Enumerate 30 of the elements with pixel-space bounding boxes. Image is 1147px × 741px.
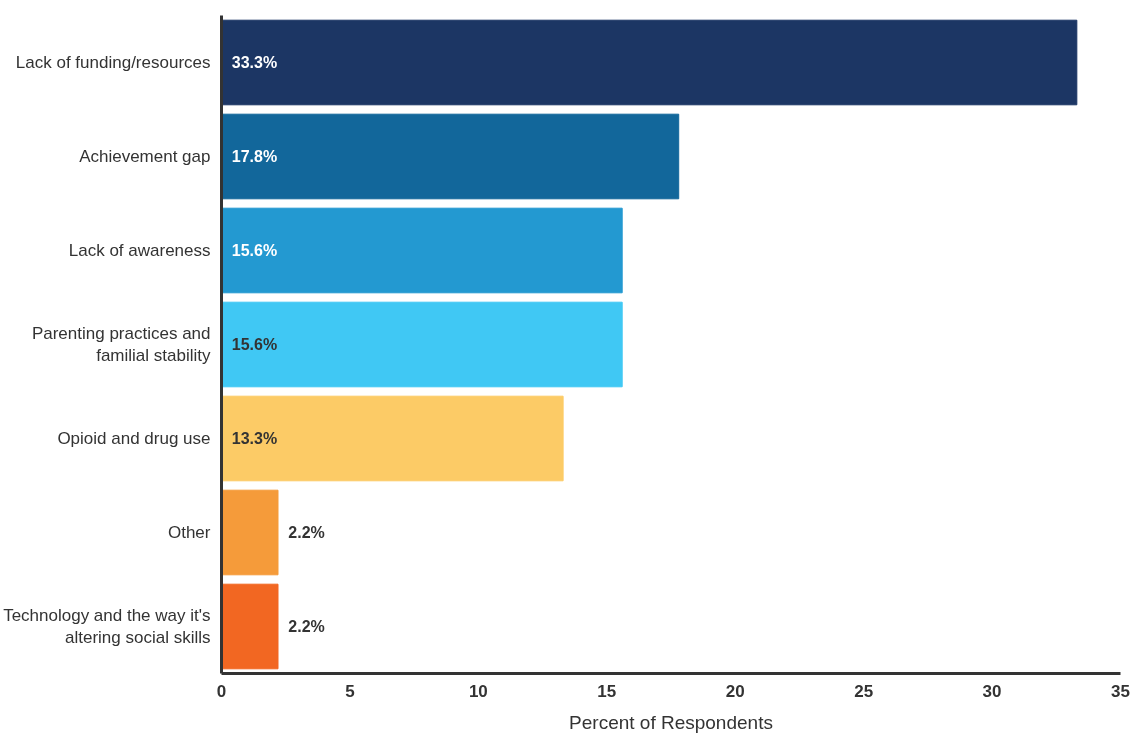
x-tick-label: 35 bbox=[1111, 681, 1130, 701]
bar bbox=[221, 489, 279, 576]
y-tick-label: Lack of funding/resources bbox=[15, 53, 211, 72]
data-label: 13.3% bbox=[231, 430, 278, 447]
y-tick-label: Technology and the way it's altering social skills bbox=[3, 605, 211, 648]
data-label: 33.3% bbox=[231, 54, 278, 71]
bar bbox=[221, 395, 564, 482]
x-tick-label: 0 bbox=[216, 681, 227, 701]
x-tick-label: 15 bbox=[597, 681, 617, 701]
x-tick-label: 25 bbox=[854, 681, 874, 701]
data-label: 17.8% bbox=[231, 148, 278, 165]
y-tick-label: Lack of awareness bbox=[68, 241, 211, 260]
y-tick-label: Opioid and drug use bbox=[57, 429, 211, 448]
x-tick-label: 10 bbox=[468, 681, 488, 701]
y-tick-label: Other bbox=[167, 523, 211, 542]
bar bbox=[221, 301, 623, 388]
data-label: 15.6% bbox=[231, 242, 278, 259]
bar bbox=[221, 113, 680, 200]
bar bbox=[221, 207, 623, 294]
bar bbox=[221, 19, 1078, 106]
y-tick-label: Achievement gap bbox=[79, 147, 211, 166]
data-label: 15.6% bbox=[231, 336, 278, 353]
x-axis-title: Percent of Respondents bbox=[569, 711, 773, 733]
x-tick-label: 30 bbox=[982, 681, 1002, 701]
x-tick-label: 5 bbox=[345, 681, 355, 701]
data-label: 2.2% bbox=[288, 524, 325, 541]
x-tick-label: 20 bbox=[725, 681, 745, 701]
y-tick-label: Parenting practices and familial stability bbox=[31, 323, 211, 366]
bar bbox=[221, 583, 279, 670]
data-label: 2.2% bbox=[288, 618, 325, 635]
